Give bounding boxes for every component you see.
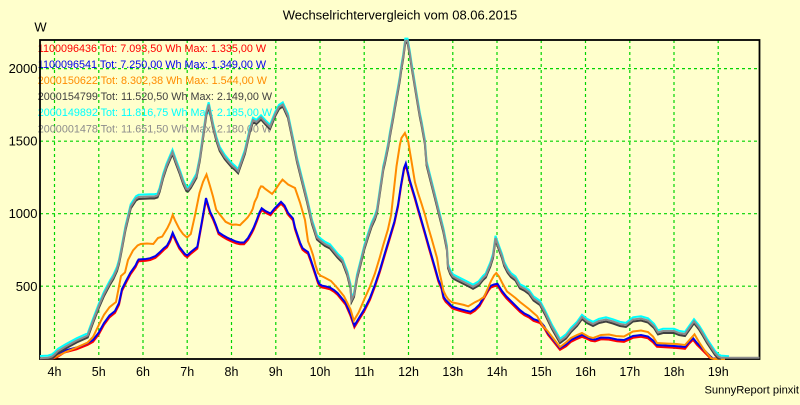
svg-text:2000154799 Tot: 11.520,50 Wh M: 2000154799 Tot: 11.520,50 Wh Max: 2.149,… — [38, 91, 273, 103]
svg-text:SunnyReport pinxit: SunnyReport pinxit — [704, 385, 799, 397]
svg-text:5h: 5h — [92, 365, 106, 379]
svg-text:1500: 1500 — [9, 134, 38, 149]
svg-text:10h: 10h — [310, 365, 331, 379]
svg-text:15h: 15h — [531, 365, 552, 379]
svg-text:9h: 9h — [269, 365, 283, 379]
svg-text:8h: 8h — [225, 365, 239, 379]
svg-text:2000150622 Tot: 8.302,38 Wh Ma: 2000150622 Tot: 8.302,38 Wh Max: 1.544,0… — [38, 75, 268, 87]
svg-text:Wechselrichtervergleich vom 08: Wechselrichtervergleich vom 08.06.2015 — [283, 8, 518, 23]
svg-text:14h: 14h — [487, 365, 508, 379]
svg-text:17h: 17h — [619, 365, 640, 379]
svg-text:16h: 16h — [575, 365, 596, 379]
svg-text:500: 500 — [16, 279, 38, 294]
svg-text:11h: 11h — [354, 365, 374, 379]
svg-text:19h: 19h — [708, 365, 729, 379]
svg-text:12h: 12h — [398, 365, 419, 379]
svg-text:13h: 13h — [442, 365, 463, 379]
svg-text:18h: 18h — [664, 365, 685, 379]
svg-text:4h: 4h — [48, 365, 62, 379]
svg-text:1100096436 Tot: 7.093,50 Wh Ma: 1100096436 Tot: 7.093,50 Wh Max: 1.335,0… — [38, 43, 267, 55]
svg-text:2000149892 Tot: 11.816,75 Wh M: 2000149892 Tot: 11.816,75 Wh Max: 2.185,… — [38, 107, 273, 119]
svg-text:2000: 2000 — [9, 61, 38, 76]
svg-text:7h: 7h — [180, 365, 194, 379]
svg-text:1000: 1000 — [9, 206, 38, 221]
svg-text:6h: 6h — [136, 365, 150, 379]
svg-text:1100096541 Tot: 7.250,00 Wh Ma: 1100096541 Tot: 7.250,00 Wh Max: 1.349,0… — [38, 59, 267, 71]
svg-text:2000001478 Tot: 11.651,50 Wh M: 2000001478 Tot: 11.651,50 Wh Max: 2.180,… — [38, 123, 273, 135]
svg-text:W: W — [34, 20, 47, 35]
